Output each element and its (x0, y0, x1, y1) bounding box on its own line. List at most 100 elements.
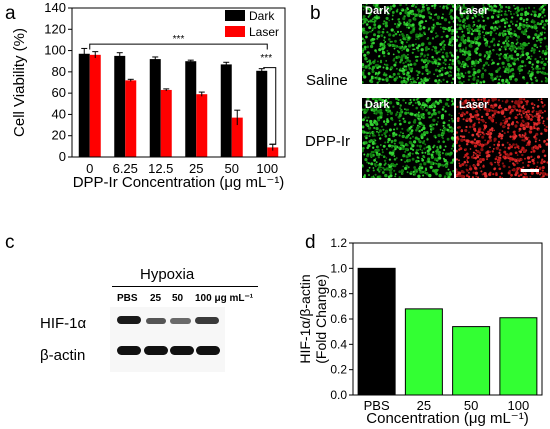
cell-dot (457, 28, 460, 30)
cell-dot (456, 49, 458, 52)
cell-dot (510, 108, 514, 113)
cell-dot (540, 112, 543, 114)
cell-dot (514, 173, 518, 177)
cell-dot (543, 160, 546, 163)
cell-dot (508, 143, 511, 146)
cell-dot (378, 65, 382, 68)
cell-dot (420, 106, 423, 109)
cell-dot (406, 26, 408, 29)
cell-dot (543, 4, 547, 7)
cell-dot (481, 67, 485, 70)
cell-dot (493, 143, 496, 146)
cell-dot (541, 10, 545, 14)
cell-dot (539, 32, 542, 35)
cell-dot (517, 104, 521, 108)
cell-dot (446, 28, 449, 31)
cell-dot (410, 170, 413, 174)
cell-dot (398, 33, 401, 36)
cell-dot (497, 62, 500, 65)
cell-dot (519, 123, 524, 128)
cell-dot (444, 102, 449, 106)
cell-dot (540, 80, 543, 83)
cell-dot (442, 78, 445, 81)
cell-dot (470, 82, 474, 84)
cell-dot (381, 148, 384, 151)
cell-dot (467, 36, 470, 40)
cell-dot (405, 23, 409, 27)
cell-dot (375, 151, 379, 154)
cell-dot (502, 41, 506, 45)
cell-dot (467, 50, 471, 54)
cell-dot (449, 151, 453, 155)
cell-dot (490, 40, 494, 43)
cell-dot (513, 57, 516, 61)
cell-dot (401, 45, 404, 48)
bar-laser (267, 147, 279, 157)
cell-dot (442, 30, 445, 33)
cell-dot (507, 62, 511, 67)
cell-dot (473, 127, 477, 131)
cell-dot (532, 121, 535, 124)
cell-dot (442, 105, 445, 109)
cell-dot (385, 66, 389, 70)
cell-dot (399, 131, 402, 134)
cell-dot (366, 45, 370, 49)
cell-dot (362, 125, 365, 129)
cell-dot (476, 25, 479, 28)
cell-dot (440, 114, 445, 118)
cell-dot (400, 58, 403, 62)
cell-dot (500, 14, 503, 17)
cell-dot (486, 158, 489, 161)
cell-dot (415, 43, 417, 46)
cell-dot (404, 160, 407, 163)
cell-dot (545, 45, 548, 48)
cell-dot (490, 163, 493, 166)
cell-dot (424, 33, 426, 36)
y-tick-label: 0.4 (330, 337, 347, 351)
cell-dot (497, 110, 500, 114)
cell-dot (405, 164, 408, 168)
cell-dot (402, 165, 405, 168)
cell-dot (497, 140, 501, 144)
cell-dot (456, 131, 459, 134)
cell-dot (407, 14, 411, 18)
cell-dot (415, 128, 418, 132)
cell-dot (475, 175, 478, 178)
cell-dot (412, 148, 415, 151)
cell-dot (502, 164, 506, 168)
cell-dot (449, 52, 453, 55)
micrograph-saline-laser (456, 4, 548, 84)
cell-dot (382, 144, 386, 148)
cell-dot (494, 26, 497, 29)
cell-dot (506, 154, 510, 158)
cell-dot (384, 24, 389, 28)
cell-dot (440, 101, 443, 104)
cell-dot (466, 65, 469, 68)
cell-dot (373, 16, 376, 18)
cell-dot (524, 100, 527, 103)
cell-dot (373, 26, 377, 30)
cell-dot (471, 176, 474, 178)
cell-dot (376, 34, 380, 38)
cell-dot (388, 19, 391, 22)
cell-dot (533, 157, 536, 160)
cell-dot (396, 67, 398, 70)
cell-dot (364, 65, 368, 69)
cell-dot (483, 54, 487, 57)
cell-dot (408, 112, 411, 115)
cell-dot (501, 177, 504, 178)
cell-dot (398, 134, 401, 137)
cell-dot (456, 67, 460, 72)
cell-dot (428, 173, 432, 178)
cell-dot (423, 55, 426, 58)
cell-dot (365, 123, 369, 127)
cell-dot (409, 98, 412, 102)
cell-dot (436, 101, 440, 105)
cell-dot (497, 53, 501, 57)
cell-dot (375, 161, 378, 163)
cell-dot (431, 48, 434, 51)
cell-dot (525, 144, 528, 147)
cell-dot (471, 98, 475, 102)
cell-dot (507, 67, 510, 69)
cell-dot (425, 146, 428, 149)
